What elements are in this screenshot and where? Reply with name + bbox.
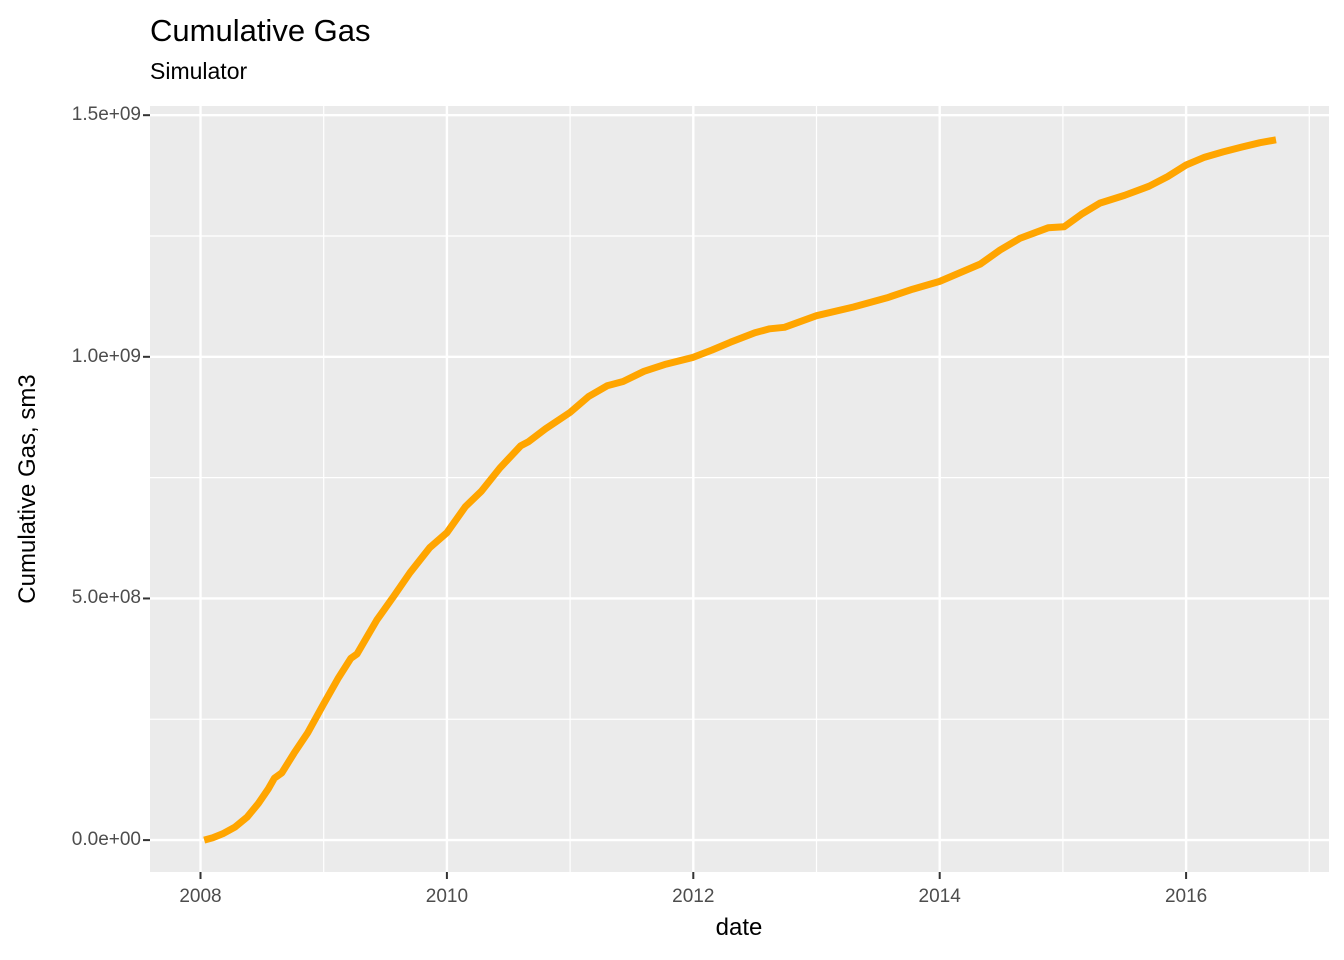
x-tick-label: 2008 — [179, 886, 222, 907]
chart-subtitle: Simulator — [150, 58, 248, 84]
x-tick-label: 2010 — [425, 886, 469, 907]
y-tick-label: 0.0e+00 — [71, 829, 141, 851]
x-tick-label: 2016 — [1164, 886, 1208, 907]
y-tick-label: 1.0e+09 — [71, 345, 141, 367]
x-tick-label: 2014 — [918, 886, 961, 907]
plot-panel — [150, 106, 1329, 872]
y-axis-title: Cumulative Gas, sm3 — [14, 374, 41, 604]
x-tick-label: 2012 — [672, 886, 715, 907]
series-line-simulator — [203, 136, 1277, 844]
x-axis-title: date — [715, 914, 763, 941]
chart-title: Cumulative Gas — [150, 13, 371, 48]
y-tick-label: 5.0e+08 — [71, 587, 141, 609]
y-tick-label: 1.5e+09 — [71, 104, 141, 126]
